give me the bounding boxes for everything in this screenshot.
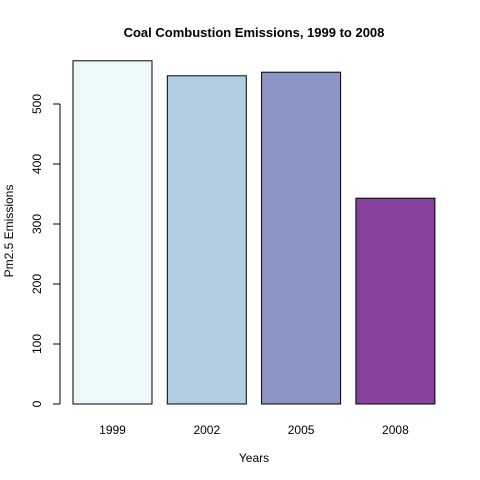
- y-tick-label: 400: [30, 154, 44, 174]
- x-tick-label: 1999: [99, 423, 126, 437]
- bar-1999: [72, 60, 153, 405]
- x-tick-label: 2008: [382, 423, 409, 437]
- x-tick-labels: 1999 2002 2005 2008: [99, 423, 409, 437]
- y-tick-label: 300: [30, 214, 44, 234]
- chart-title: Coal Combustion Emissions, 1999 to 2008: [124, 25, 385, 40]
- x-tick-label: 2005: [288, 423, 315, 437]
- y-tick-label: 100: [30, 334, 44, 354]
- bar-2005: [261, 71, 342, 405]
- y-tick-label: 200: [30, 274, 44, 294]
- x-tick-label: 2002: [193, 423, 220, 437]
- bar-2008: [355, 197, 436, 405]
- y-tick-label: 500: [30, 94, 44, 114]
- y-axis-label: Pm2.5 Emissions: [2, 185, 16, 278]
- y-tick-label: 0: [30, 400, 44, 407]
- y-axis: 0 100 200 300 400 500: [30, 94, 61, 407]
- x-axis-label: Years: [239, 451, 269, 465]
- bars: [72, 60, 436, 405]
- bar-2002: [166, 75, 247, 405]
